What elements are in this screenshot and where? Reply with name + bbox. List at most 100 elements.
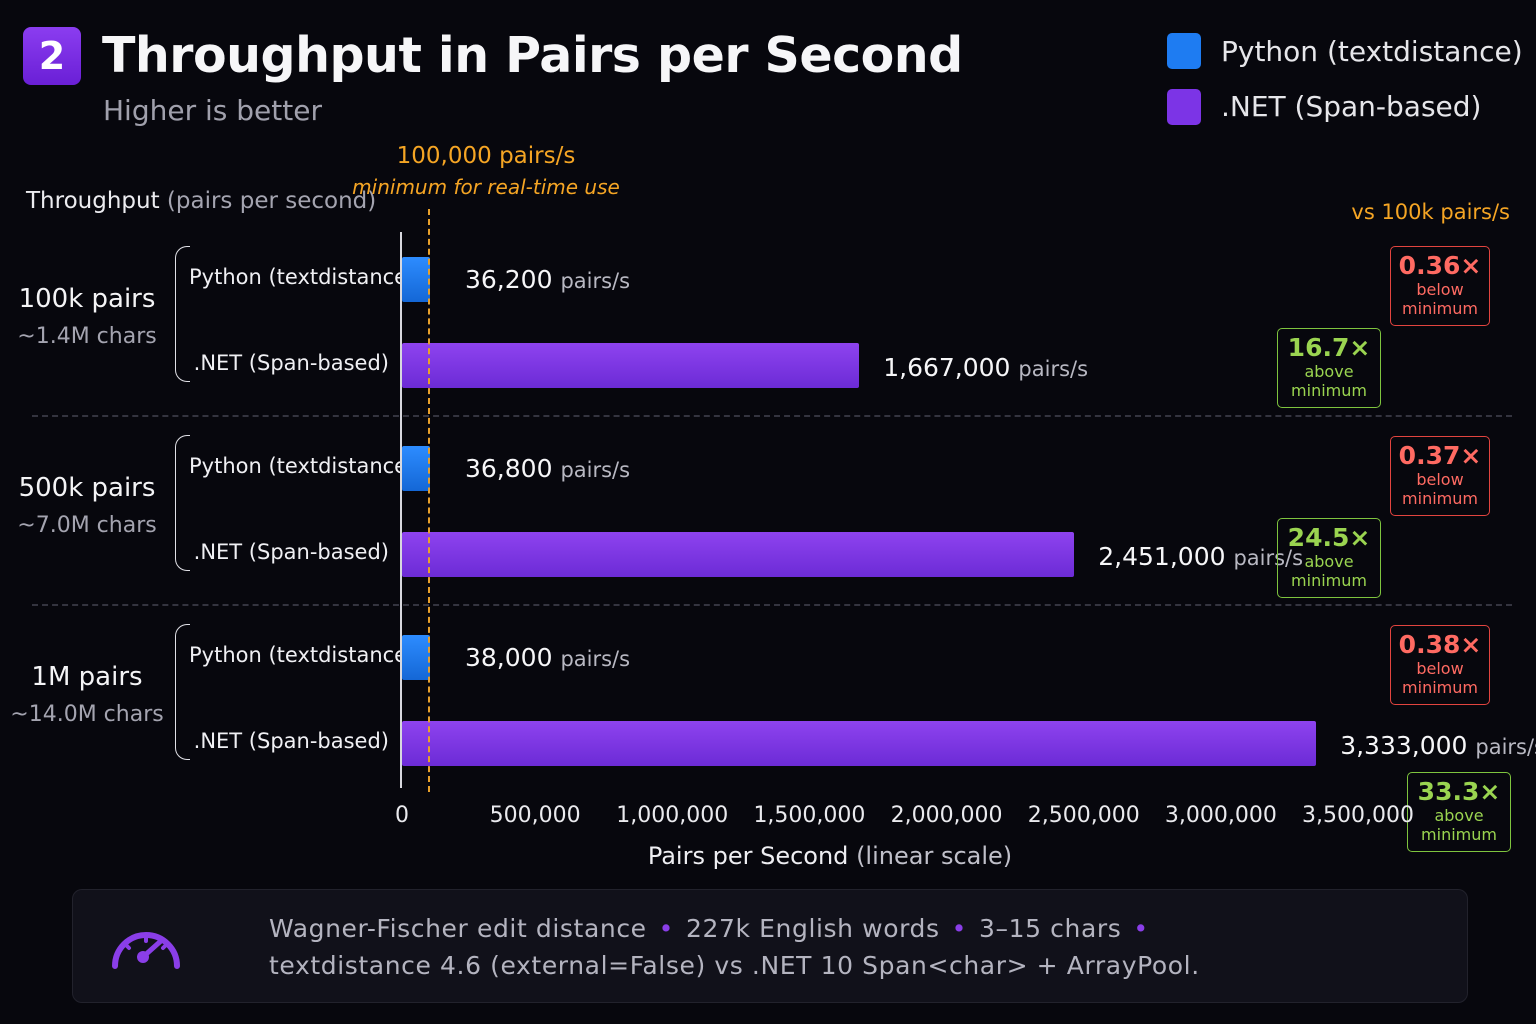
bar-value: 1,667,000 — [883, 353, 1019, 382]
ratio-badge-above: 24.5× above minimum — [1277, 518, 1381, 598]
ratio-text: minimum — [1402, 299, 1478, 318]
ratio-text: above — [1304, 552, 1354, 571]
group-sublabel: ~1.4M chars — [17, 324, 157, 349]
bar-dotnet — [402, 532, 1075, 577]
bar-dotnet — [402, 721, 1317, 766]
x-tick-label: 500,000 — [489, 803, 581, 828]
legend-swatch-dotnet — [1167, 89, 1201, 125]
footer-part: Wagner-Fischer edit distance — [269, 914, 647, 943]
ratio-value: 16.7× — [1287, 333, 1371, 362]
bar-value-label: 36,200 pairs/s — [465, 265, 630, 294]
row-label-dotnet: .NET (Span-based) — [193, 540, 389, 564]
bar-value: 36,800 — [465, 454, 561, 483]
group-separator — [32, 415, 1512, 417]
bullet-dot: • — [1133, 914, 1149, 943]
x-tick-label: 2,500,000 — [1027, 803, 1140, 828]
ratio-value: 0.38× — [1398, 630, 1482, 659]
ratio-badge-below: 0.37× below minimum — [1390, 436, 1490, 516]
speedometer-icon — [107, 914, 185, 976]
bar-value-label: 2,451,000 pairs/s — [1098, 542, 1303, 571]
ratio-text: minimum — [1421, 825, 1497, 844]
x-tick-label: 2,000,000 — [890, 803, 1003, 828]
group-label: 100k pairs — [18, 284, 156, 314]
bar-value-unit: pairs/s — [1018, 357, 1089, 381]
legend: Python (textdistance) .NET (Span-based) — [1167, 33, 1523, 129]
legend-swatch-python — [1167, 33, 1201, 69]
ratio-text: above — [1434, 806, 1484, 825]
bar-dotnet — [402, 343, 860, 388]
group-sublabel: ~14.0M chars — [10, 702, 164, 727]
footer-line-1: Wagner-Fischer edit distance • 227k Englis… — [269, 914, 1161, 943]
ratio-column-header: vs 100k pairs/s — [1351, 200, 1510, 224]
group-brace — [175, 435, 190, 571]
bar-value: 2,451,000 — [1098, 542, 1234, 571]
bar-value-unit: pairs/s — [560, 269, 631, 293]
x-axis-title-main: Pairs per Second — [647, 842, 849, 870]
ratio-value: 0.37× — [1398, 441, 1482, 470]
ratio-text: above — [1304, 362, 1354, 381]
ratio-value: 33.3× — [1417, 777, 1501, 806]
ratio-text: minimum — [1291, 571, 1367, 590]
row-label-python: Python (textdistance) — [189, 265, 416, 289]
ratio-badge-above: 33.3× above minimum — [1407, 772, 1511, 852]
bar-value-unit: pairs/s — [1233, 546, 1304, 570]
reference-line — [428, 209, 431, 792]
bar-value-unit: pairs/s — [560, 458, 631, 482]
row-label-python: Python (textdistance) — [189, 454, 416, 478]
bar-value-label: 36,800 pairs/s — [465, 454, 630, 483]
bullet-dot: • — [658, 914, 674, 943]
y-axis-title-paren: (pairs per second) — [166, 188, 377, 214]
bar-python — [402, 635, 430, 680]
footer-line-2: textdistance 4.6 (external=False) vs .NE… — [269, 951, 1200, 980]
group-brace — [175, 624, 190, 760]
ratio-text: minimum — [1402, 678, 1478, 697]
bar-value-unit: pairs/s — [1475, 735, 1536, 759]
footer-part: 227k English words — [686, 914, 940, 943]
row-label-dotnet: .NET (Span-based) — [193, 729, 389, 753]
x-tick-label: 3,000,000 — [1164, 803, 1277, 828]
bar-value: 36,200 — [465, 265, 561, 294]
x-axis-title-paren: (linear scale) — [856, 842, 1013, 870]
y-axis-title: Throughput (pairs per second) — [26, 188, 376, 214]
bar-value: 38,000 — [465, 643, 561, 672]
x-axis-title: Pairs per Second (linear scale) — [560, 842, 1100, 870]
ratio-text: minimum — [1402, 489, 1478, 508]
ratio-value: 0.36× — [1398, 251, 1482, 280]
x-tick-label: 0 — [395, 803, 409, 828]
row-label-python: Python (textdistance) — [189, 643, 416, 667]
row-label-dotnet: .NET (Span-based) — [193, 351, 389, 375]
ratio-text: minimum — [1291, 381, 1367, 400]
ratio-badge-below: 0.38× below minimum — [1390, 625, 1490, 705]
group-label: 1M pairs — [31, 662, 143, 692]
ratio-text: below — [1416, 659, 1464, 678]
x-tick-label: 1,000,000 — [616, 803, 729, 828]
section-number-badge: 2 — [23, 27, 81, 85]
group-brace — [175, 246, 190, 382]
bar-value-label: 38,000 pairs/s — [465, 643, 630, 672]
footer-part: 3–15 chars — [979, 914, 1122, 943]
ratio-text: below — [1416, 280, 1464, 299]
group-sublabel: ~7.0M chars — [17, 513, 157, 538]
bar-value-label: 3,333,000 pairs/s — [1340, 731, 1536, 760]
reference-note: minimum for real-time use — [352, 175, 620, 199]
y-axis-line — [400, 232, 402, 788]
bar-value-unit: pairs/s — [560, 647, 631, 671]
reference-value-label: 100,000 pairs/s — [396, 143, 576, 169]
bullet-dot: • — [951, 914, 967, 943]
bar-python — [402, 257, 430, 302]
bar-value: 3,333,000 — [1340, 731, 1476, 760]
y-axis-title-main: Throughput — [26, 188, 160, 214]
x-tick-label: 1,500,000 — [753, 803, 866, 828]
ratio-text: below — [1416, 470, 1464, 489]
chart-subtitle: Higher is better — [103, 94, 322, 127]
ratio-badge-above: 16.7× above minimum — [1277, 328, 1381, 408]
footer-note: Wagner-Fischer edit distance • 227k Englis… — [72, 889, 1468, 1003]
bar-value-label: 1,667,000 pairs/s — [883, 353, 1088, 382]
legend-label-python: Python (textdistance) — [1221, 35, 1523, 68]
ratio-value: 24.5× — [1287, 523, 1371, 552]
bar-python — [402, 446, 430, 491]
group-separator — [32, 604, 1512, 606]
x-tick-label: 3,500,000 — [1302, 803, 1414, 828]
chart-title: Throughput in Pairs per Second — [102, 27, 963, 84]
